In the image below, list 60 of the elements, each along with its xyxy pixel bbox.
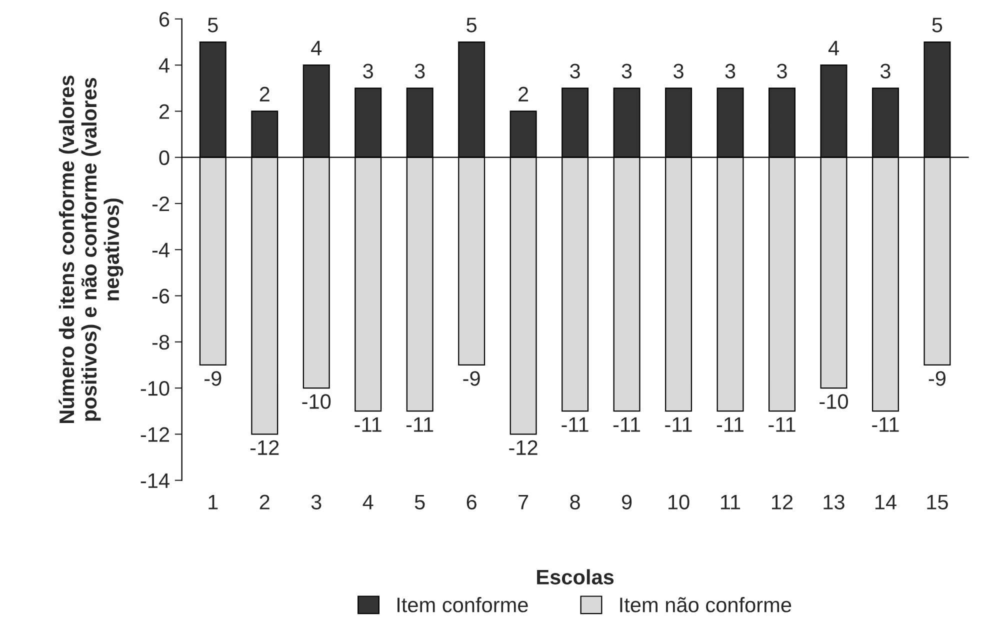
data-label: -11 xyxy=(716,417,744,432)
data-label: 3 xyxy=(363,64,373,78)
x-tick-label: 9 xyxy=(622,494,632,510)
data-label: -11 xyxy=(406,417,434,432)
x-tick-label: 6 xyxy=(466,494,476,510)
data-label: -11 xyxy=(768,417,796,432)
legend-label: Item conforme xyxy=(398,597,528,612)
data-label: 5 xyxy=(466,18,476,32)
x-tick-label: 11 xyxy=(721,494,740,510)
x-tick-label: 13 xyxy=(824,494,844,510)
data-label: 3 xyxy=(414,64,425,78)
data-label: 4 xyxy=(828,40,839,56)
x-tick-label: 2 xyxy=(260,494,270,510)
y-tick-label: -4 xyxy=(152,242,170,258)
legend-label: Item não conforme xyxy=(620,597,792,612)
data-label: 3 xyxy=(622,64,632,78)
data-label: -12 xyxy=(509,440,538,455)
y-tick-label: -6 xyxy=(152,288,170,304)
data-label: 4 xyxy=(311,40,322,56)
x-axis-title: Escolas xyxy=(537,569,614,584)
x-tick-label: 7 xyxy=(518,494,528,510)
x-tick-label: 10 xyxy=(668,494,690,510)
x-tick-label: 14 xyxy=(875,494,896,510)
data-label: 2 xyxy=(518,86,528,102)
x-tick-label: 3 xyxy=(311,494,322,510)
data-label: -11 xyxy=(872,417,899,432)
data-label: -9 xyxy=(463,371,480,386)
y-tick-label: 0 xyxy=(159,150,170,166)
data-label: -11 xyxy=(613,417,640,432)
y-tick-label: 6 xyxy=(160,12,170,27)
data-label: 5 xyxy=(932,18,942,32)
x-tick-label: 1 xyxy=(208,494,218,510)
y-tick-label: -2 xyxy=(152,196,170,212)
y-axis-title: Número de itens conforme (valores positivos) e não conforme (valores negativos) xyxy=(58,76,124,424)
y-tick-label: -14 xyxy=(140,474,170,488)
data-label: -11 xyxy=(354,417,382,432)
data-label: -12 xyxy=(250,440,279,455)
y-tick-label: -10 xyxy=(140,381,170,396)
y-tick-label: -8 xyxy=(152,334,170,350)
y-tick-label: -12 xyxy=(140,427,170,442)
data-label: -11 xyxy=(562,417,588,432)
data-label: 3 xyxy=(570,64,580,78)
data-label: 3 xyxy=(725,64,736,78)
data-label: -10 xyxy=(820,394,848,409)
data-label: -10 xyxy=(302,394,331,409)
x-tick-label: 8 xyxy=(570,494,580,510)
x-tick-label: 12 xyxy=(772,494,793,510)
x-tick-label: 4 xyxy=(362,494,374,510)
x-tick-label: 15 xyxy=(927,494,948,510)
data-label: 5 xyxy=(208,18,218,32)
data-label: -9 xyxy=(928,371,946,386)
data-label: 3 xyxy=(880,64,890,78)
x-tick-label: 5 xyxy=(414,494,425,510)
y-tick-label: 4 xyxy=(158,58,170,73)
data-label: 3 xyxy=(777,64,787,78)
data-label: 3 xyxy=(674,64,684,78)
y-tick-label: 2 xyxy=(160,104,170,119)
data-label: 2 xyxy=(260,86,270,102)
data-label: -11 xyxy=(665,417,692,432)
data-label: -9 xyxy=(204,371,222,386)
